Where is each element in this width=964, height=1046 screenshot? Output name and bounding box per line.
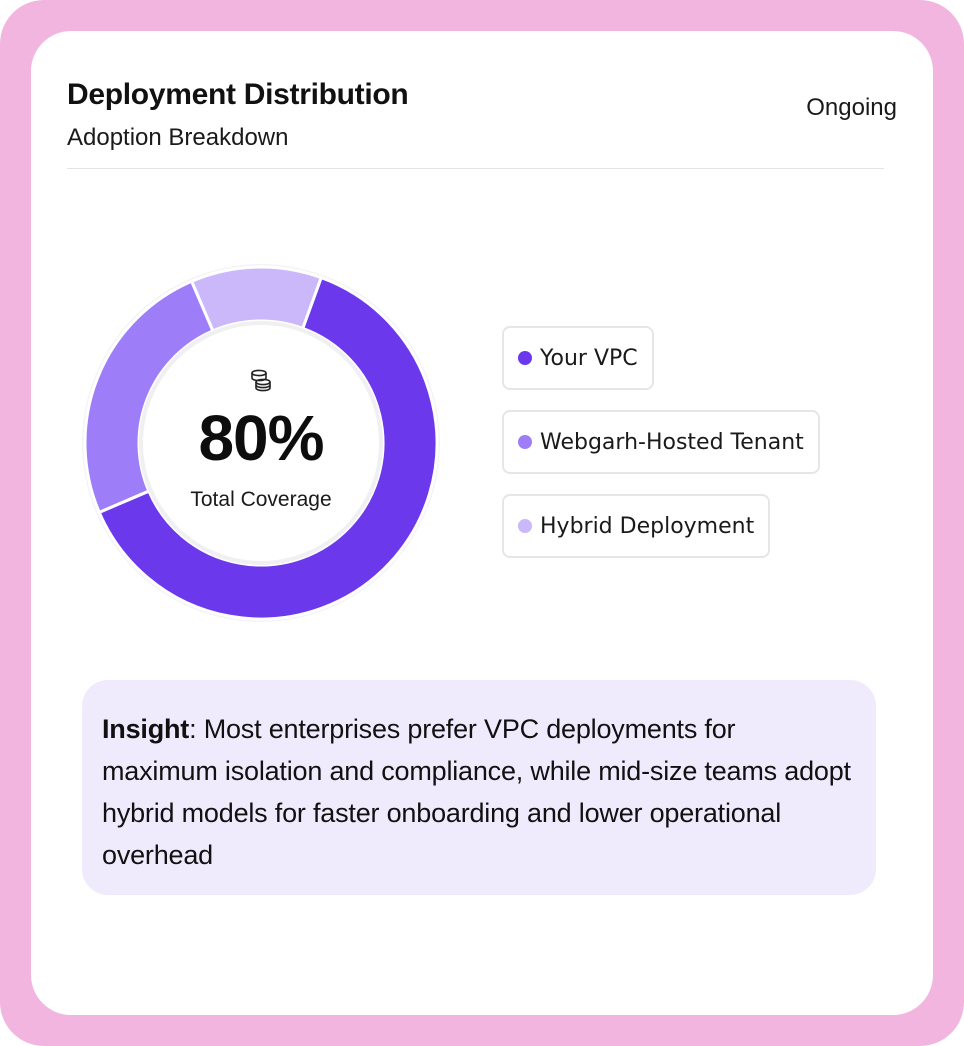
insight-box: Insight: Most enterprises prefer VPC dep… (82, 680, 876, 895)
card-subtitle: Adoption Breakdown (67, 124, 289, 151)
insight-separator: : (189, 714, 204, 744)
legend-label: Webgarh-Hosted Tenant (540, 429, 804, 455)
legend-item-webgarh-hosted-tenant: Webgarh-Hosted Tenant (502, 410, 820, 474)
legend-label: Hybrid Deployment (540, 513, 755, 539)
legend-dot (518, 519, 532, 533)
card-title: Deployment Distribution (67, 78, 409, 111)
distribution-card: Deployment Distribution Adoption Breakdo… (31, 31, 933, 1015)
legend-item-hybrid-deployment: Hybrid Deployment (502, 494, 771, 558)
insight-text: Insight: Most enterprises prefer VPC dep… (102, 708, 856, 876)
legend-dot (518, 435, 532, 449)
legend-dot (518, 351, 532, 365)
chart-legend: Your VPC Webgarh-Hosted Tenant Hybrid De… (502, 326, 820, 578)
donut-hole (143, 325, 379, 561)
legend-label: Your VPC (540, 345, 638, 371)
insight-body: Most enterprises prefer VPC deployments … (102, 714, 851, 870)
donut-chart (82, 264, 440, 622)
legend-item-your-vpc: Your VPC (502, 326, 654, 390)
insight-label: Insight (102, 714, 190, 744)
status-label: Ongoing (806, 94, 897, 121)
header-divider (67, 168, 884, 169)
